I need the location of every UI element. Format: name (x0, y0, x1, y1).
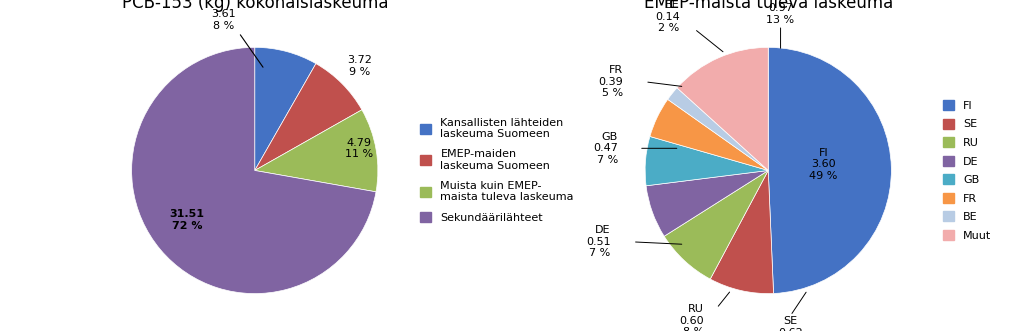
Wedge shape (255, 47, 316, 170)
Wedge shape (768, 47, 891, 294)
Title: PCB-153 (kg) kokonaislaskeuma: PCB-153 (kg) kokonaislaskeuma (122, 0, 388, 12)
Text: BE
0.14
2 %: BE 0.14 2 % (655, 0, 679, 33)
Text: 3.61
8 %: 3.61 8 % (212, 10, 236, 31)
Legend: Kansallisten lähteiden
laskeuma Suomeen, EMEP-maiden
laskeuma Suomeen, Muista ku: Kansallisten lähteiden laskeuma Suomeen,… (420, 118, 574, 223)
Text: RU
0.60
8 %: RU 0.60 8 % (679, 304, 704, 331)
Wedge shape (646, 136, 768, 186)
Text: FI
3.60
49 %: FI 3.60 49 % (809, 148, 838, 181)
Text: DE
0.51
7 %: DE 0.51 7 % (586, 225, 611, 259)
Wedge shape (668, 88, 768, 170)
Wedge shape (677, 47, 768, 170)
Text: 3.72
9 %: 3.72 9 % (347, 55, 371, 76)
Wedge shape (710, 170, 773, 294)
Wedge shape (255, 64, 362, 170)
Legend: FI, SE, RU, DE, GB, FR, BE, Muut: FI, SE, RU, DE, GB, FR, BE, Muut (943, 100, 991, 241)
Text: GB
0.47
7 %: GB 0.47 7 % (593, 132, 618, 165)
Text: Muut
0.97
13 %: Muut 0.97 13 % (766, 0, 795, 24)
Title: PCB-153 (kg)
EMEP-maista tuleva laskeuma: PCB-153 (kg) EMEP-maista tuleva laskeuma (643, 0, 893, 12)
Wedge shape (650, 99, 768, 170)
Wedge shape (647, 170, 768, 236)
Text: 4.79
11 %: 4.79 11 % (346, 137, 373, 159)
Text: SE
0.62
9 %: SE 0.62 9 % (779, 316, 803, 331)
Text: 31.51
72 %: 31.51 72 % (170, 209, 205, 230)
Wedge shape (664, 170, 768, 279)
Text: FR
0.39
5 %: FR 0.39 5 % (598, 65, 623, 98)
Wedge shape (132, 47, 376, 294)
Wedge shape (255, 110, 377, 192)
